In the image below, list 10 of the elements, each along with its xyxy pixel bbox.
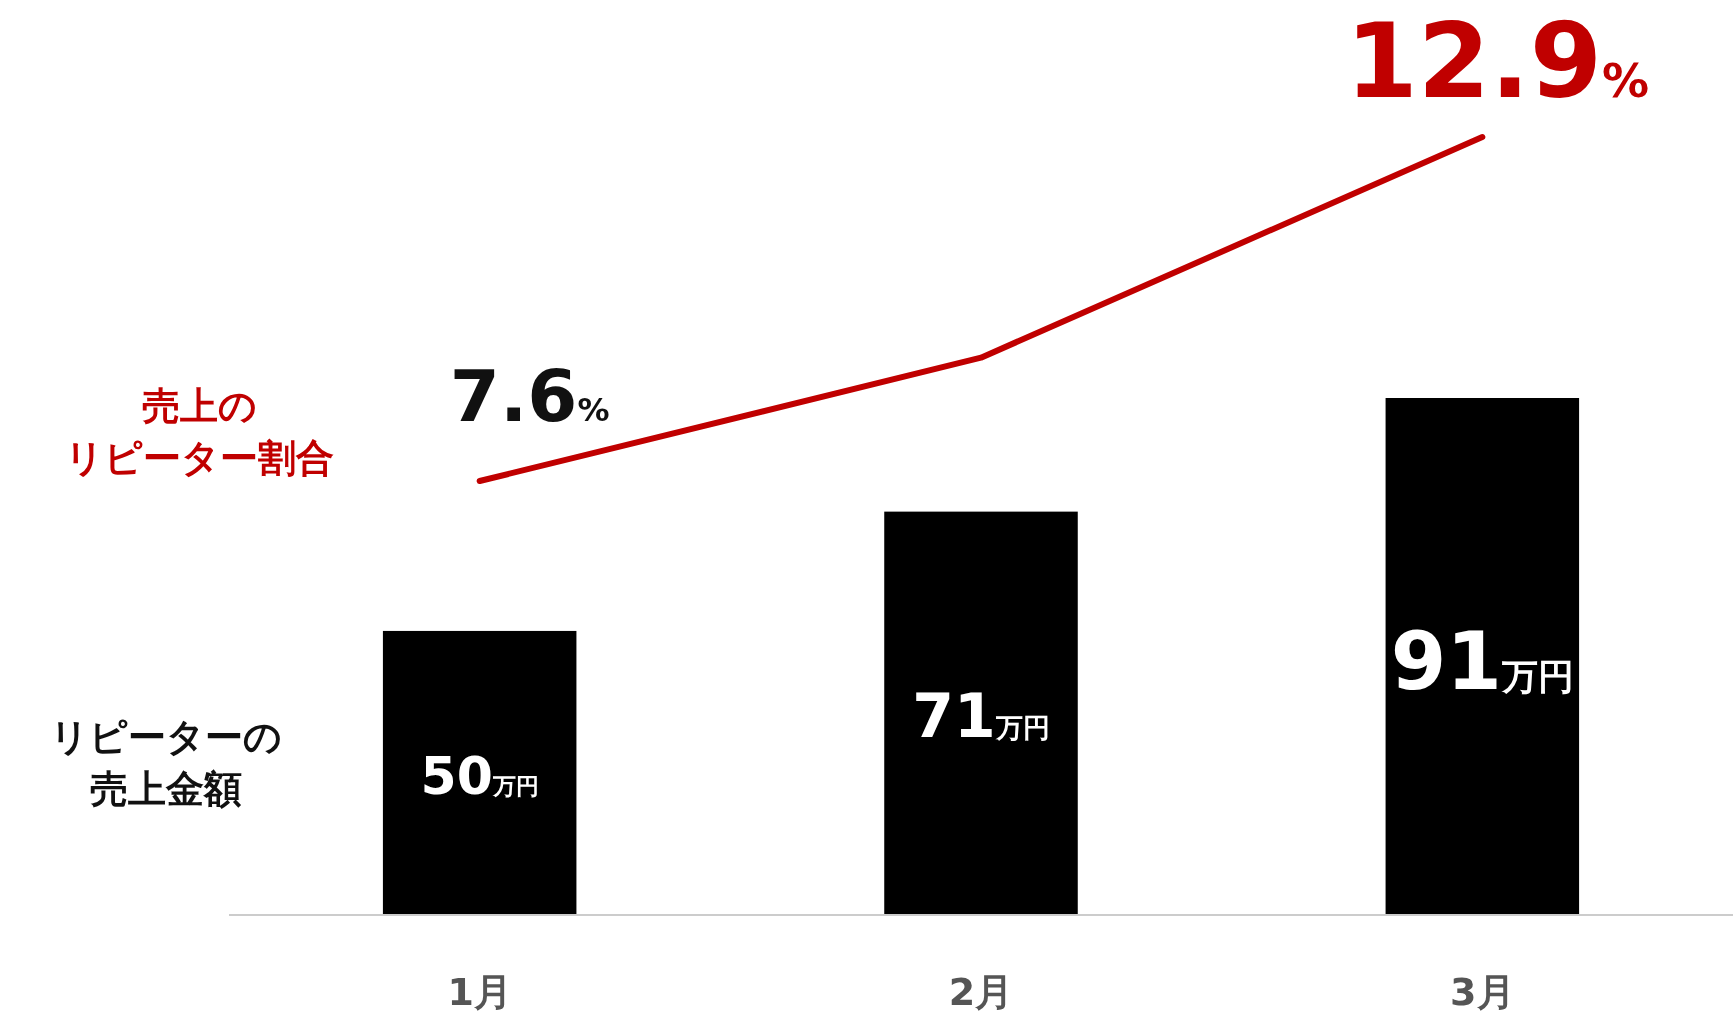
y-axis-title: リピーターの売上金額	[50, 715, 282, 811]
data-label: 91万円	[1390, 614, 1574, 708]
data-label: 50万円	[420, 745, 539, 806]
data-label: 7.6%	[449, 354, 610, 438]
x-tick-label: 1月	[447, 970, 512, 1012]
data-label: 12.9%	[1345, 0, 1650, 122]
y2-axis-title: 売上のリピーター割合	[64, 384, 334, 480]
x-tick-label: 2月	[948, 970, 1014, 1012]
data-label: 71万円	[912, 681, 1050, 752]
x-tick-label: 3月	[1450, 970, 1515, 1012]
